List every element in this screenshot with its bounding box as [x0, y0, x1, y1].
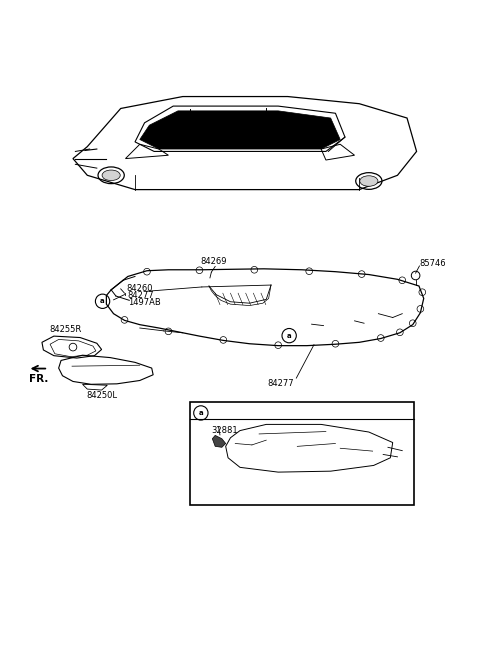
Text: 84250L: 84250L [86, 391, 117, 400]
Ellipse shape [102, 170, 120, 180]
Text: 84277: 84277 [267, 379, 294, 388]
Text: 85746: 85746 [419, 259, 445, 268]
Text: a: a [199, 410, 203, 416]
Text: 32881: 32881 [211, 426, 238, 435]
Circle shape [411, 271, 420, 280]
Polygon shape [140, 111, 340, 149]
Text: 84277: 84277 [128, 291, 155, 300]
Text: a: a [287, 333, 291, 338]
Text: 84269: 84269 [201, 257, 227, 266]
Ellipse shape [360, 176, 378, 186]
Text: a: a [100, 298, 105, 304]
FancyBboxPatch shape [190, 402, 414, 504]
Text: 1497AB: 1497AB [128, 298, 161, 307]
Polygon shape [212, 436, 226, 447]
Text: 84260: 84260 [126, 284, 153, 293]
Text: FR.: FR. [29, 374, 48, 384]
Text: 84255R: 84255R [49, 325, 82, 334]
